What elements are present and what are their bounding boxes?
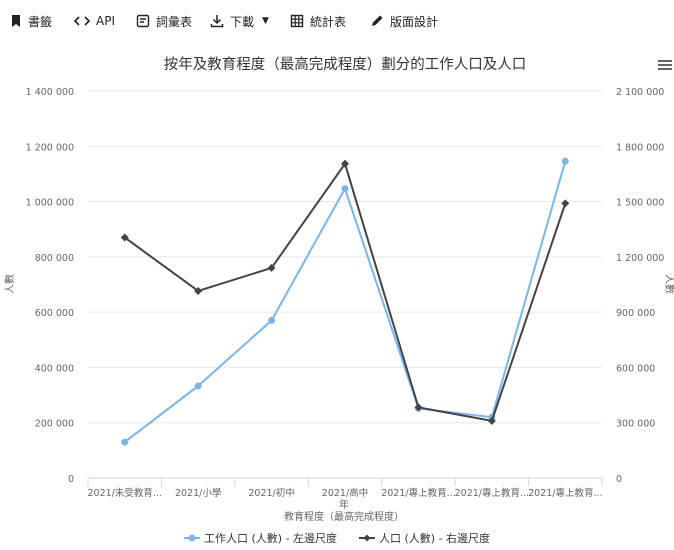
y-left-tick-label: 1 000 000 [26,198,74,209]
y-left-tick-label: 800 000 [35,253,74,264]
y-left-tick-label: 0 [68,474,74,485]
series-line-pop [124,161,567,423]
legend-label-work: 工作人口 (人數) - 左邊尺度 [203,532,337,545]
left-axis-label: 人數 [3,274,16,294]
y-right-tick-label: 2 100 000 [616,87,664,98]
data-point-pop [120,233,129,242]
code-icon [74,16,90,26]
data-point-work [561,157,569,165]
y-left-tick-label: 200 000 [35,419,74,430]
data-point-pop [487,416,496,425]
data-point-pop [194,286,203,295]
x-tick-label: 2021/高中 [322,487,368,499]
data-point-pop [267,263,276,272]
y-right-tick-label: 1 800 000 [616,142,664,153]
data-point-work [121,438,129,446]
data-point-work [341,185,349,193]
table-label: 統計表 [310,14,347,29]
download-label: 下載 [230,14,255,29]
y-left-tick-label: 400 000 [35,363,74,374]
glossary-icon [136,14,150,28]
y-right-tick-label: 0 [616,474,622,485]
x-tick-label: 2021/專上教育... [455,487,529,499]
x-tick-label: 2021/未受教育... [87,487,161,499]
data-point-pop [414,403,423,412]
y-right-tick-label: 1 200 000 [616,253,664,264]
gridlines [88,90,602,479]
x-tick-label: 2021/小學 [175,487,221,499]
x-axis-label-line2: 教育程度（最高完成程度） [284,510,404,523]
data-point-pop [561,199,570,208]
line-chart: 按年及教育程度（最高完成程度）劃分的工作人口及人口 0 200 000 400 00… [3,56,674,523]
y-right-tick-label: 600 000 [616,363,655,374]
y-right-tick-label: 900 000 [616,308,655,319]
legend-item-pop[interactable]: 人口 (人數) - 右邊尺度 [359,530,490,546]
legend-marker-circle-icon [183,534,200,542]
toolbar: 書籤 API 詞彙表 下載 ▼ 統計表 版面設計 [0,0,674,44]
x-axis-label-line1: 年 [339,498,349,511]
table-button[interactable]: 統計表 [284,8,352,34]
legend-marker-diamond-icon [359,534,375,542]
y-left-tick-label: 1 200 000 [26,142,74,153]
data-point-pop [341,159,349,168]
legend-label-pop: 人口 (人數) - 右邊尺度 [379,532,491,545]
bookmark-button[interactable]: 書籤 [4,8,58,34]
left-axis-ticks: 0 200 000 400 000 600 000 800 000 1 000 000 1 … [26,87,74,485]
table-icon [290,14,304,28]
data-point-work [268,316,276,324]
y-right-tick-label: 300 000 [616,419,655,430]
chart-menu-icon[interactable] [658,58,672,74]
data-point-work [194,382,202,390]
x-axis-ticks: 2021/未受教育... 2021/小學 2021/初中 2021/高中 2021/專上… [87,478,603,499]
bookmark-icon [12,15,20,27]
y-right-tick-label: 1 500 000 [616,198,664,209]
api-button[interactable]: API [68,8,121,34]
legend-item-work[interactable]: 工作人口 (人數) - 左邊尺度 [183,530,337,546]
download-button[interactable]: 下載 ▼ [204,8,275,34]
right-axis-ticks: 0 300 000 600 000 900 000 1 200 000 1 500 000… [616,87,664,485]
download-icon [210,15,224,28]
x-tick-label: 2021/專上教育... [381,487,455,499]
bookmark-label: 書籤 [28,14,53,29]
api-label: API [96,14,115,28]
design-label: 版面設計 [390,14,439,29]
chevron-down-icon: ▼ [262,16,269,26]
right-axis-label: 人數 [663,274,674,294]
y-left-tick-label: 600 000 [35,308,74,319]
x-tick-label: 2021/專上教育... [528,487,602,499]
chart-title: 按年及教育程度（最高完成程度）劃分的工作人口及人口 [164,56,527,73]
glossary-button[interactable]: 詞彙表 [130,8,198,34]
glossary-label: 詞彙表 [156,14,193,29]
x-tick-label: 2021/初中 [248,487,294,499]
y-left-tick-label: 1 400 000 [26,87,74,98]
series-group [120,157,570,446]
legend: 工作人口 (人數) - 左邊尺度 人口 (人數) - 右邊尺度 [0,530,674,546]
design-button[interactable]: 版面設計 [364,8,444,34]
pencil-icon [372,15,383,26]
